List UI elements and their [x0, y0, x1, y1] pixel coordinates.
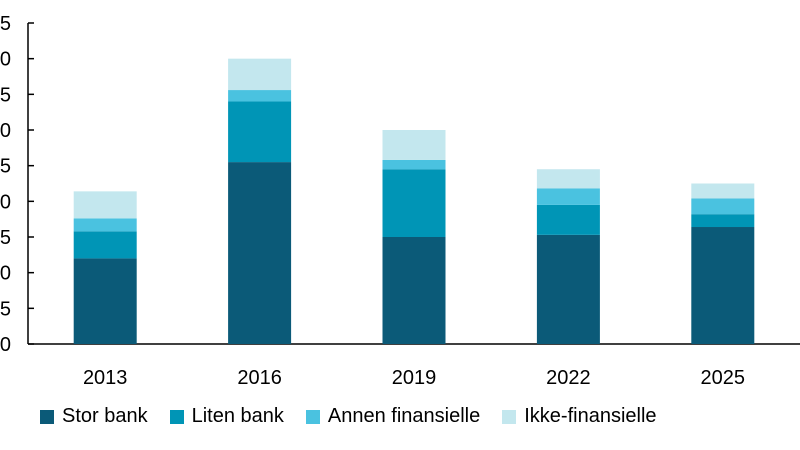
legend-item: Liten bank [169, 405, 284, 428]
legend-item: Stor bank [40, 405, 148, 428]
bar-annen-finansielle-2013 [73, 218, 137, 232]
bar-annen-finansielle-2019 [382, 159, 446, 170]
legend-swatch [40, 409, 54, 424]
y-tick-label: 30 [0, 120, 11, 142]
y-tick-label: 45 [0, 13, 11, 35]
y-tick-label: 15 [0, 227, 11, 249]
bar-liten-bank-2019 [382, 169, 446, 237]
legend-swatch [169, 409, 184, 424]
y-tick-label: 0 [0, 334, 11, 356]
x-tick-label: 2025 [701, 367, 746, 389]
bar-annen-finansielle-2016 [228, 90, 292, 102]
y-tick-label: 25 [0, 156, 11, 178]
legend: Stor bank Liten bank Annen finansielle Ikke… [40, 405, 657, 428]
y-tick-label: 20 [0, 191, 11, 213]
bar-stor-bank-2019 [382, 237, 446, 344]
x-tick-label: 2016 [237, 367, 282, 389]
bar-liten-bank-2016 [228, 101, 292, 163]
bar-ikke-finansielle-2016 [228, 58, 292, 91]
bar-stor-bank-2025 [691, 227, 755, 344]
legend-item: Ikke-finansielle [502, 405, 657, 428]
y-tick-label: 35 [0, 84, 11, 106]
bar-annen-finansielle-2022 [536, 188, 600, 205]
bar-liten-bank-2025 [691, 214, 755, 228]
legend-label: Stor bank [62, 405, 148, 427]
legend-swatch [502, 409, 517, 424]
bar-annen-finansielle-2025 [691, 198, 755, 215]
bar-stor-bank-2022 [536, 234, 600, 344]
x-tick-label: 2013 [83, 367, 128, 389]
x-tick-label: 2022 [546, 367, 591, 389]
bar-liten-bank-2022 [536, 204, 600, 235]
legend-swatch [305, 409, 320, 424]
y-tick-label: 5 [0, 298, 11, 320]
legend-label: Liten bank [191, 405, 284, 427]
bar-ikke-finansielle-2019 [382, 130, 446, 160]
bar-ikke-finansielle-2025 [691, 183, 755, 199]
bar-stor-bank-2016 [228, 162, 292, 344]
stacked-bar-chart: 05101520253035404520132016201920222025 [0, 13, 800, 389]
y-tick-label: 40 [0, 49, 11, 71]
bar-liten-bank-2013 [73, 231, 137, 259]
y-tick-label: 10 [0, 263, 11, 285]
bar-ikke-finansielle-2022 [536, 169, 600, 189]
legend-label: Ikke-finansielle [524, 405, 657, 427]
legend-item: Annen finansielle [305, 405, 481, 428]
x-tick-label: 2019 [392, 367, 437, 389]
bar-stor-bank-2013 [73, 258, 137, 344]
bar-ikke-finansielle-2013 [73, 191, 137, 219]
legend-label: Annen finansielle [327, 405, 481, 427]
